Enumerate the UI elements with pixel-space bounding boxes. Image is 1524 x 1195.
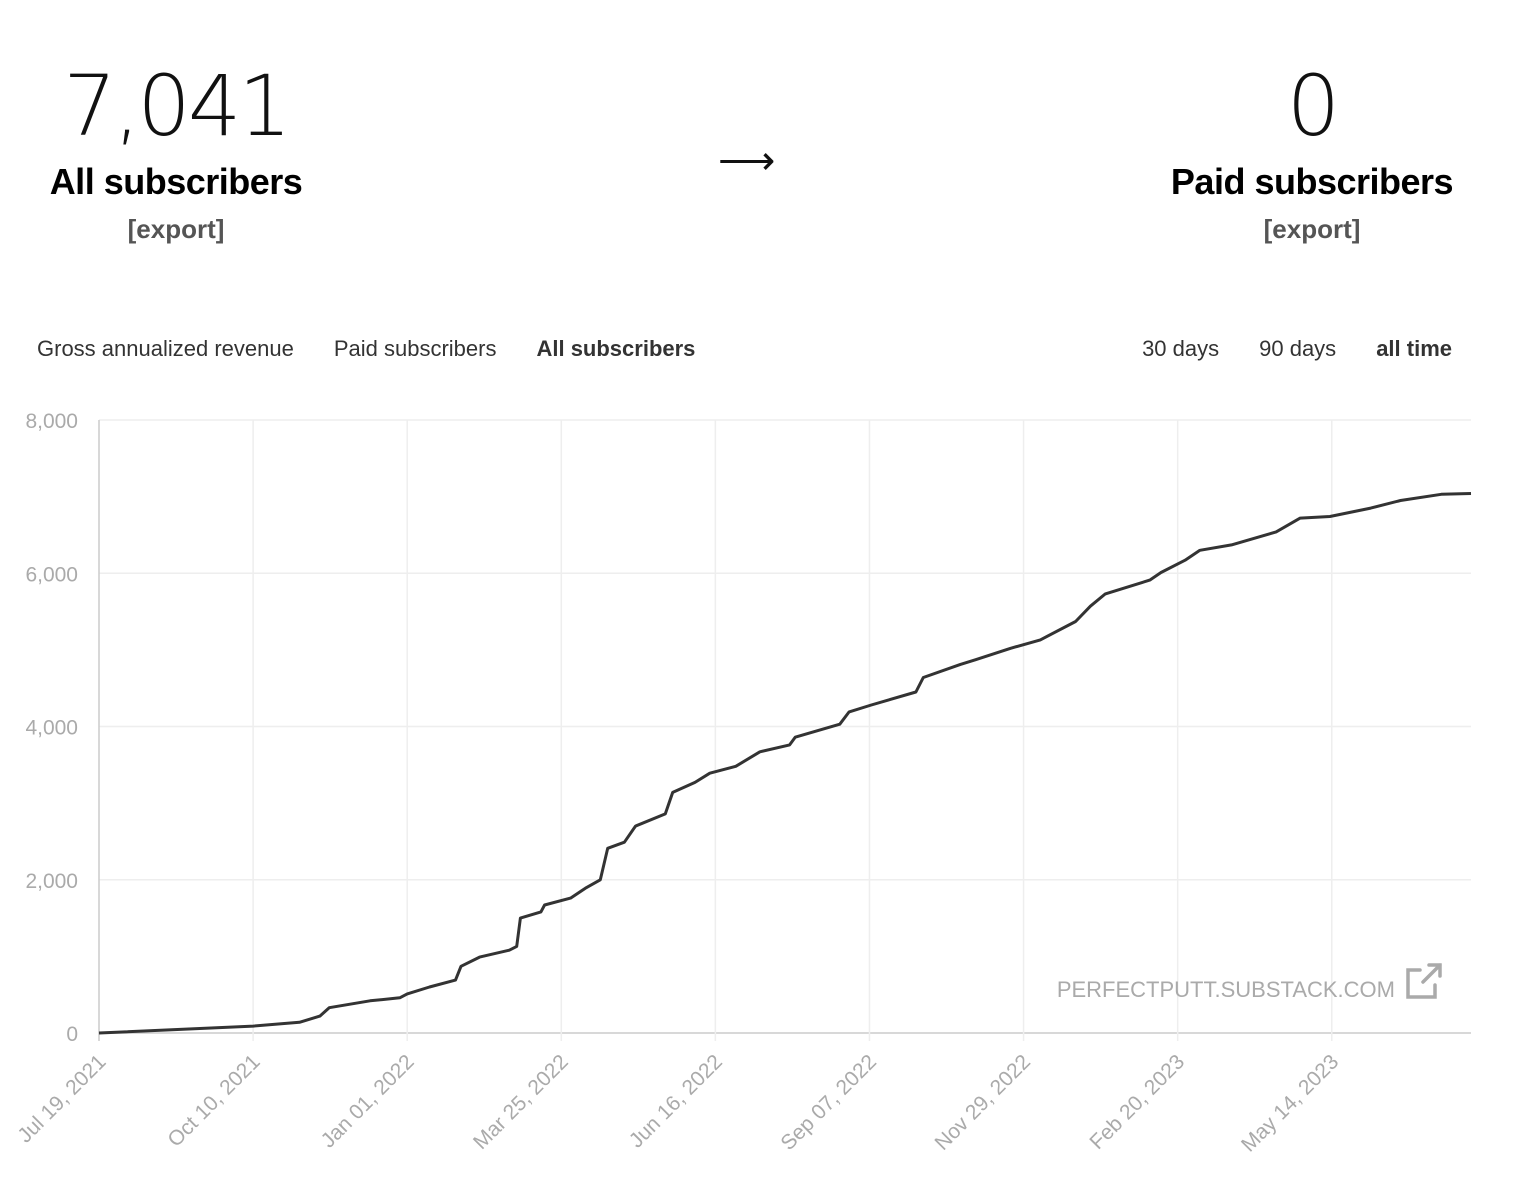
x-tick-label: Oct 10, 2021 — [163, 1050, 264, 1151]
x-tick-label: Jul 19, 2021 — [13, 1050, 110, 1147]
arrow-icon: ⟶ — [718, 139, 776, 183]
all-subscribers-label: All subscribers — [49, 161, 303, 202]
x-tick-label: May 14, 2023 — [1237, 1050, 1343, 1156]
x-tick-label: Mar 25, 2022 — [469, 1050, 573, 1154]
paid-subscribers-label: Paid subscribers — [1170, 161, 1454, 202]
x-tick-label: Sep 07, 2022 — [776, 1050, 881, 1155]
tab-all-subscribers[interactable]: All subscribers — [536, 336, 696, 361]
x-tick-label: Nov 29, 2022 — [930, 1050, 1035, 1155]
external-link-icon[interactable] — [1406, 963, 1442, 999]
y-tick-label: 6,000 — [25, 563, 78, 586]
watermark-text: PERFECTPUTT.SUBSTACK.COM — [1057, 977, 1395, 1002]
range-tabs: 30 days 90 days all time — [1142, 336, 1452, 362]
metric-tabs: Gross annualized revenue Paid subscriber… — [37, 336, 695, 362]
tab-90-days[interactable]: 90 days — [1259, 336, 1337, 361]
x-tick-label: Feb 20, 2023 — [1085, 1050, 1189, 1154]
all-subscribers-stat: 7,041 All subscribers [export] — [0, 58, 356, 245]
x-tick-label: Jan 01, 2022 — [317, 1050, 419, 1152]
paid-subscribers-count: 0 — [1286, 57, 1340, 155]
tab-gross-annualized-revenue[interactable]: Gross annualized revenue — [37, 336, 294, 361]
export-paid-link[interactable]: [export] — [1263, 214, 1361, 244]
y-tick-label: 2,000 — [25, 870, 78, 893]
tab-all-time[interactable]: all time — [1376, 336, 1452, 361]
series-line-all-subscribers — [98, 492, 1472, 1035]
y-tick-label: 0 — [66, 1023, 78, 1046]
all-subscribers-count: 7,041 — [63, 57, 291, 155]
tab-30-days[interactable]: 30 days — [1142, 336, 1220, 361]
y-tick-label: 8,000 — [25, 410, 78, 433]
paid-subscribers-stat: 0 Paid subscribers [export] — [1132, 58, 1492, 245]
tab-paid-subscribers[interactable]: Paid subscribers — [333, 336, 497, 361]
x-tick-label: Jun 16, 2022 — [625, 1050, 727, 1152]
export-all-link[interactable]: [export] — [127, 214, 225, 244]
y-tick-label: 4,000 — [25, 717, 78, 740]
